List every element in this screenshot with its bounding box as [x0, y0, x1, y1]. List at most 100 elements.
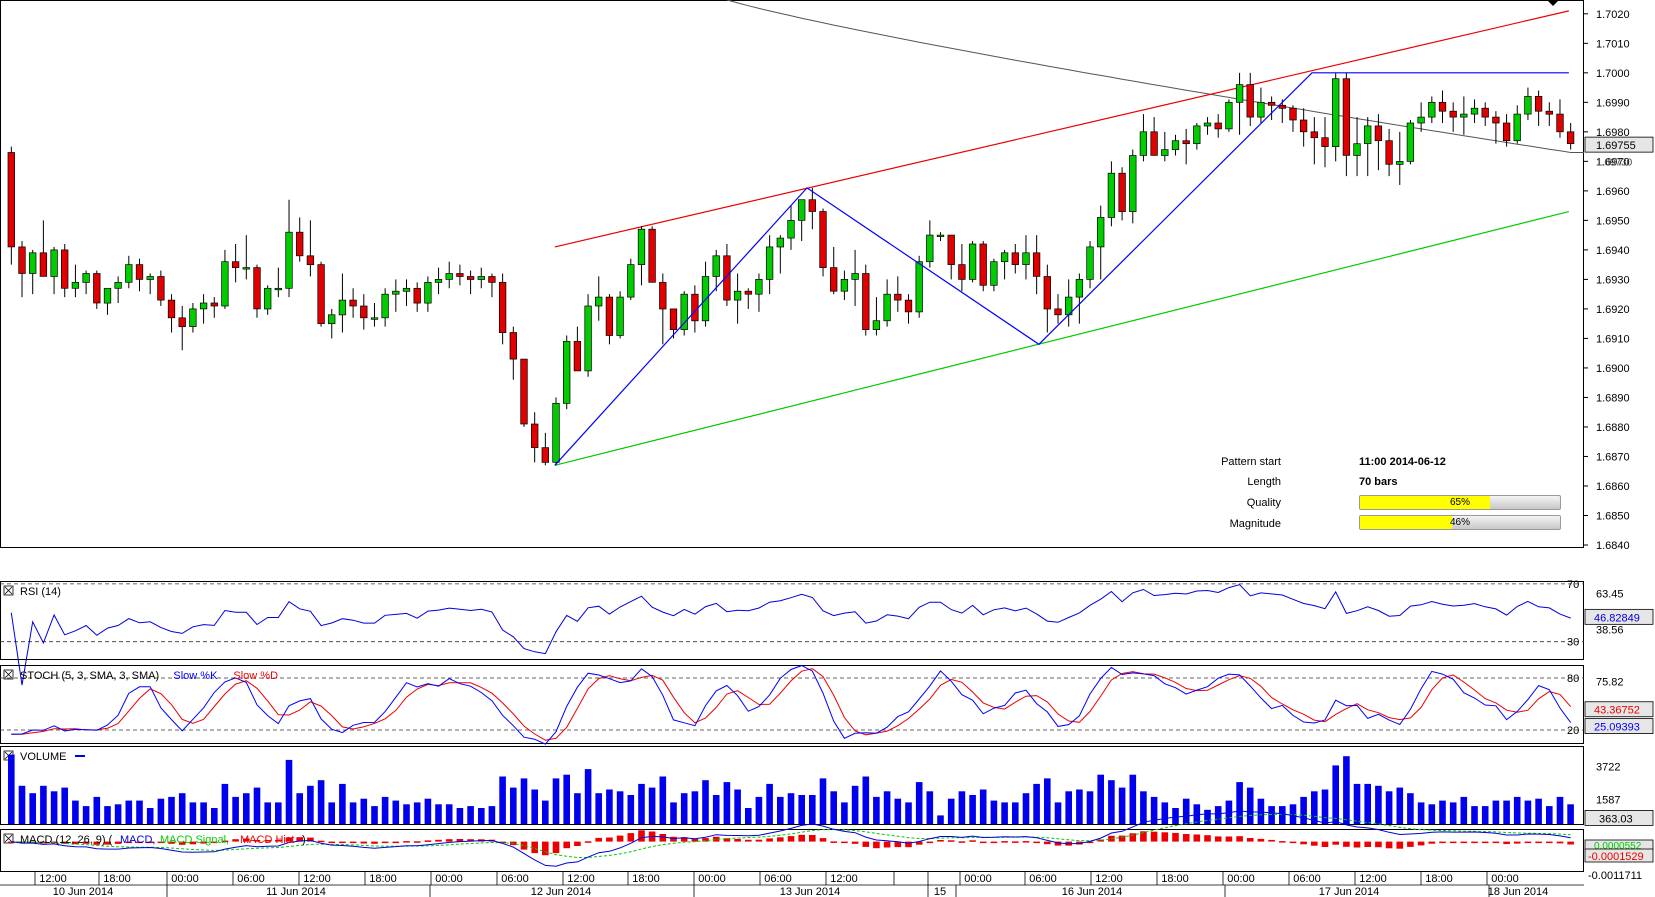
volume-bar: [574, 793, 581, 824]
volume-bar: [307, 785, 314, 824]
macd-hist-bar: [136, 841, 143, 844]
volume-bar: [979, 789, 987, 824]
volume-bar: [264, 802, 271, 824]
volume-bar: [926, 791, 934, 824]
candle-body: [338, 299, 347, 316]
macd-hist-bar: [1001, 841, 1008, 843]
time-tick-label: 18:00: [1161, 873, 1189, 885]
candle-body: [1428, 101, 1436, 118]
price-tick-label: 1.6960: [1596, 186, 1630, 198]
candle-body: [1332, 78, 1340, 147]
macd-hist-bar: [766, 838, 773, 842]
macd-hist-bar: [243, 838, 250, 842]
candle-body: [61, 249, 69, 289]
macd-hist-bar: [1044, 841, 1051, 845]
candle-body: [285, 231, 293, 289]
macd-hist-bar: [616, 835, 624, 842]
stoch-k-current-box: [1584, 718, 1654, 734]
macd-hist-bar: [1343, 841, 1350, 847]
candle-body: [1139, 131, 1148, 156]
volume-bar: [1193, 804, 1201, 824]
volume-bar: [136, 800, 143, 824]
candle-body: [1321, 137, 1329, 147]
candle-body: [755, 279, 763, 295]
macd-hist-bar: [445, 839, 453, 842]
volume-bar: [905, 802, 912, 824]
candle-body: [1214, 122, 1222, 130]
quality-bar-text: 65%: [1449, 497, 1470, 508]
price-tick-label: 1.7010: [1596, 38, 1630, 50]
time-tick-label: 00:00: [964, 873, 992, 885]
stoch-k-current-value: 25.09393: [1594, 722, 1640, 734]
candle-body: [1097, 217, 1105, 248]
price-tick-label: 1.6990: [1596, 97, 1630, 109]
candle-body: [1075, 279, 1084, 298]
candle-body: [18, 246, 26, 274]
date-label: 11 Jun 2014: [266, 886, 326, 897]
candle-body: [637, 228, 646, 265]
volume-bar: [766, 783, 773, 824]
volume-bar: [1044, 778, 1051, 824]
volume-bar: [200, 802, 207, 824]
price-tick-label: 1.6970: [1596, 156, 1630, 168]
volume-bar: [1236, 782, 1243, 824]
volume-bar: [1214, 806, 1222, 824]
macd-hist-bar: [798, 834, 805, 842]
rsi-line: [10, 584, 1571, 686]
time-tick-label: 12:00: [567, 873, 595, 885]
macd-hist-bar: [1054, 841, 1062, 846]
candle-body: [723, 255, 731, 301]
candle-body: [199, 302, 208, 310]
candle-body: [381, 293, 389, 319]
candle-body: [680, 293, 688, 330]
macd-hist-bar: [339, 841, 346, 844]
candle-body: [1161, 149, 1169, 156]
candle-body: [1566, 131, 1575, 144]
time-tick-label: 12:00: [1359, 873, 1387, 885]
macd-hist-bar: [745, 839, 752, 842]
price-tick-label: 1.6920: [1596, 304, 1630, 316]
macd-hist-bar: [1428, 841, 1436, 844]
volume-bar: [1054, 802, 1062, 824]
macd-hist-bar: [841, 841, 848, 844]
macd-hist-bar: [275, 840, 282, 842]
macd-hist-bar: [467, 839, 474, 842]
macd-hist-bar: [627, 833, 635, 842]
candle-body: [1492, 116, 1500, 124]
stoch-d-current-value: 43.36752: [1594, 705, 1640, 717]
candle-body: [1118, 172, 1126, 212]
candle-body: [317, 264, 325, 324]
candle-body: [851, 273, 859, 280]
candle-body: [242, 267, 250, 270]
rsi-panel-frame: [0, 581, 1584, 660]
candle-body: [894, 293, 902, 301]
macd-hist-bar: [413, 841, 421, 843]
macd-hist-bar: [542, 841, 549, 856]
volume-bar: [723, 782, 731, 824]
price-tick-label: 1.6980: [1596, 127, 1630, 139]
volume-bar: [125, 800, 133, 824]
macd-hist-bar: [1567, 841, 1574, 845]
candle-body: [1043, 276, 1051, 310]
volume-bar: [1321, 789, 1329, 824]
candle-body: [947, 234, 955, 265]
scroll-marker-icon: [1547, 0, 1559, 6]
candle-body: [114, 282, 122, 289]
rsi-current-value: 46.82849: [1594, 612, 1640, 624]
time-tick-label: 18:00: [103, 873, 131, 885]
candle-body: [488, 276, 496, 283]
volume-bar: [1118, 787, 1126, 824]
candle-body: [1107, 172, 1116, 218]
candle-body: [595, 296, 603, 307]
candle-body: [231, 261, 240, 268]
candle-body: [883, 293, 891, 322]
price-tick-label: 1.6910: [1596, 333, 1630, 345]
volume-current-box: [1584, 810, 1654, 826]
candle-body: [584, 305, 592, 372]
volume-bar: [328, 802, 335, 824]
volume-bar: [787, 793, 795, 824]
volume-bar: [1407, 793, 1414, 824]
volume-bar: [339, 783, 346, 824]
macd-hist-bar: [381, 841, 389, 844]
candle-body: [509, 332, 517, 360]
